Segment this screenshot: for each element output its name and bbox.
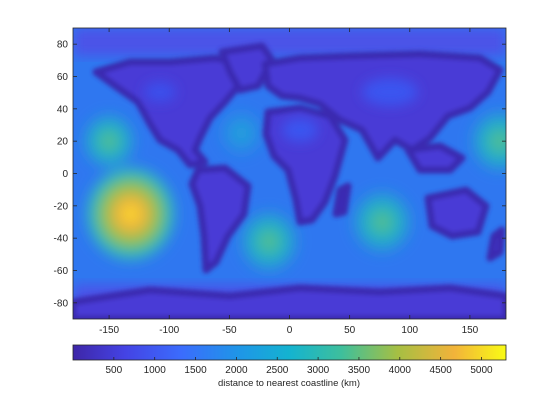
x-tick-label: 50: [344, 325, 356, 336]
new-zealand: [490, 230, 502, 258]
colorbar-tick-label: 500: [106, 365, 123, 376]
colorbar-tick-label: 4500: [430, 365, 453, 376]
x-tick-label: 100: [401, 325, 418, 336]
hotspot-0: [82, 163, 180, 266]
colorbar-tick-label: 4000: [389, 365, 412, 376]
y-tick-label: -80: [54, 298, 69, 309]
x-tick-label: -50: [222, 325, 237, 336]
hotspot-5: [216, 106, 268, 160]
australia: [428, 190, 486, 236]
colorbar-tick-label: 1000: [144, 365, 167, 376]
colorbar: [73, 345, 506, 360]
colorbar-tick-label: 3000: [307, 365, 330, 376]
hotspot-4: [348, 187, 416, 258]
hotspot-1: [79, 110, 139, 173]
y-tick-label: 20: [57, 137, 69, 148]
x-tick-label: -150: [99, 325, 119, 336]
y-tick-label: -20: [54, 201, 69, 212]
x-tick-label: 0: [287, 325, 293, 336]
hotspot-2: [467, 107, 533, 176]
southeast-asia: [408, 146, 462, 170]
colorbar-tick-label: 3500: [348, 365, 371, 376]
heatmap-north-band: [73, 28, 506, 56]
sahara-interior: [282, 118, 318, 142]
canada-interior: [144, 82, 176, 102]
colorbar-tick-label: 2000: [225, 365, 248, 376]
madagascar: [336, 186, 348, 214]
colorbar-tick-label: 1500: [184, 365, 207, 376]
y-tick-label: 60: [57, 72, 69, 83]
colorbar-tick-label: 2500: [266, 365, 289, 376]
asia-interior: [362, 78, 418, 106]
x-tick-label: -100: [159, 325, 179, 336]
distance-heatmap: [73, 28, 533, 319]
x-tick-label: 150: [462, 325, 479, 336]
y-tick-label: 0: [62, 169, 68, 180]
y-tick-label: -40: [54, 234, 69, 245]
colorbar-tick-label: 5000: [470, 365, 493, 376]
y-tick-label: 40: [57, 104, 69, 115]
y-tick-label: 80: [57, 40, 69, 51]
colorbar-label: distance to nearest coastline (km): [218, 378, 360, 389]
y-tick-label: -60: [54, 266, 69, 277]
antarctica: [73, 288, 506, 319]
